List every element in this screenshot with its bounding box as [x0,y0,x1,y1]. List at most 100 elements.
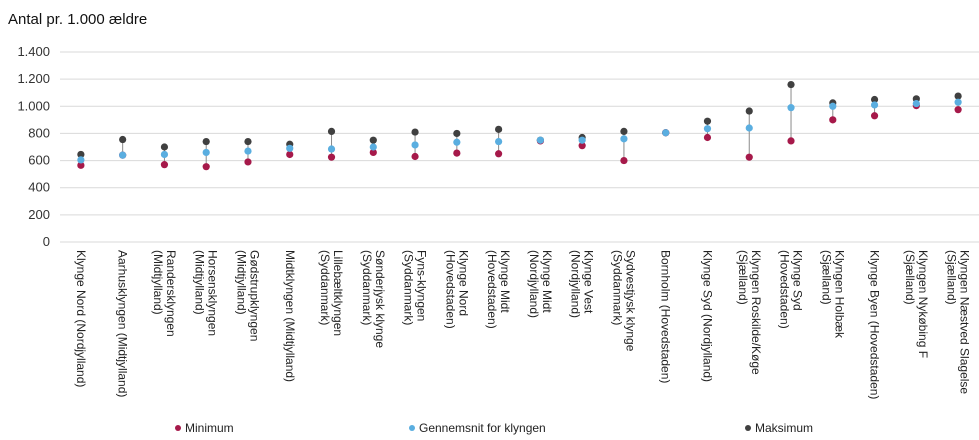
maximum-point [495,125,503,133]
x-tick-label: Sønderjysk klynge [373,250,387,348]
y-tick-label: 1.000 [17,98,50,113]
legend-label: Gennemsnit for klyngen [419,421,546,435]
y-tick-label: 1.200 [17,71,50,86]
x-tick-label: Aarhusklyngen (Midtjylland) [116,250,130,397]
average-point [160,150,169,159]
x-tick-label: Midtklyngen (Midtjylland) [283,250,297,382]
y-tick-label: 400 [28,180,50,195]
average-point [870,101,879,109]
minimum-point [369,148,377,157]
average-point [912,99,920,108]
x-tick-label: Sydvestjysk klynge [623,250,637,352]
maximum-point [369,136,377,144]
x-tick-label: (Syddanmark) [402,250,416,325]
x-tick-label: Klynge Nord [456,250,470,316]
x-tick-label: Fyns-klyngen [415,250,429,321]
x-tick-label: (Midtjylland) [151,250,165,315]
maximum-point [119,135,127,144]
maximum-point [77,150,85,159]
maximum-point [787,80,795,89]
minimum-point [411,152,419,161]
y-tick-label: 200 [28,207,50,222]
average-point [77,156,85,164]
legend: Minimum Gennemsnit for klyngen Maksimum [175,421,813,435]
x-tick-label: Klynge Vest [582,250,596,314]
maximum-point [453,129,461,138]
y-tick-label: 800 [28,125,50,140]
average-point [369,143,377,151]
x-tick-label: (Sjælland) [945,250,959,305]
average-point [411,141,419,149]
average-point [662,129,670,137]
x-tick-label: (Sjælland) [903,250,917,305]
x-tick-label: Klyngen Roskilde/Køge [749,250,763,375]
average-point [787,104,795,112]
average-point [244,147,252,155]
x-tick-label: (Midtjylland) [193,250,207,315]
x-tick-label: (Syddanmark) [610,250,624,325]
x-tick-label: (Hovedstaden) [443,250,457,329]
minimum-point [620,156,628,165]
maximum-point [244,137,252,146]
minimum-point [829,116,837,124]
y-tick-label: 0 [43,234,50,249]
x-tick-label: (Sjælland) [736,250,750,305]
maximum-point [703,117,712,125]
minimum-point [870,112,879,120]
x-tick-label: Gødstrupklyngen [247,250,261,341]
x-tick-label: (Sjælland) [819,250,833,305]
x-tick-label: (Hovedstaden) [485,250,499,329]
x-tick-label: Bornholm (Hovedstaden) [659,250,673,383]
maximum-point [160,143,169,151]
points [77,80,962,171]
maximum-point [620,127,628,135]
x-tick-label: (Nordjylland) [569,250,583,318]
x-tick-label: (Hovedstaden) [778,250,792,329]
x-tick-label: Horsensklyngen [206,250,220,336]
average-point [495,137,503,146]
maximum-point [745,107,753,115]
minimum-point [160,161,169,169]
x-axis: Klynge Nord (Nordjylland) Aarhusklyngen (… [74,250,972,399]
minimum-point [578,142,586,150]
minimum-point [954,106,962,114]
x-tick-label: (Midtjylland) [234,250,248,315]
average-point [119,151,127,159]
stems [80,84,959,167]
x-tick-label: (Syddanmark) [318,250,332,325]
x-tick-label: (Nordjylland) [527,250,541,318]
x-tick-label: Klyngen Nykøbing F [916,250,930,358]
average-point [453,138,461,146]
x-tick-label: Randersklyngen [164,250,178,337]
minimum-point [244,158,252,166]
minimum-point [495,150,503,158]
minimum-point [745,153,753,161]
minimum-point [453,149,461,157]
y-tick-label: 1.400 [17,44,50,59]
maximum-point [327,127,336,135]
maximum-point [202,137,210,146]
x-tick-label: Klynge Syd [791,250,805,311]
x-tick-label: Klynge Byen (Hovedstaden) [868,250,882,399]
average-point [703,125,712,133]
maximum-point [954,92,962,100]
average-point [327,145,336,153]
average-point [202,148,210,157]
average-point [620,135,628,143]
legend-marker [175,425,181,431]
x-tick-label: Lillebæltklyngen [331,250,345,336]
average-point [829,102,837,110]
minimum-point [787,137,795,145]
average-point [578,136,586,144]
x-tick-label: Klynge Midt [498,250,512,313]
average-point [745,124,753,132]
minimum-point [703,133,712,142]
y-axis: 0 200 400 600 800 1.000 1.200 1.400 [17,44,50,249]
legend-marker [745,425,751,431]
average-point [536,136,544,144]
minimum-point [286,150,294,159]
minimum-point [327,153,336,161]
y-tick-label: 600 [28,153,50,168]
minimum-point [202,163,210,171]
